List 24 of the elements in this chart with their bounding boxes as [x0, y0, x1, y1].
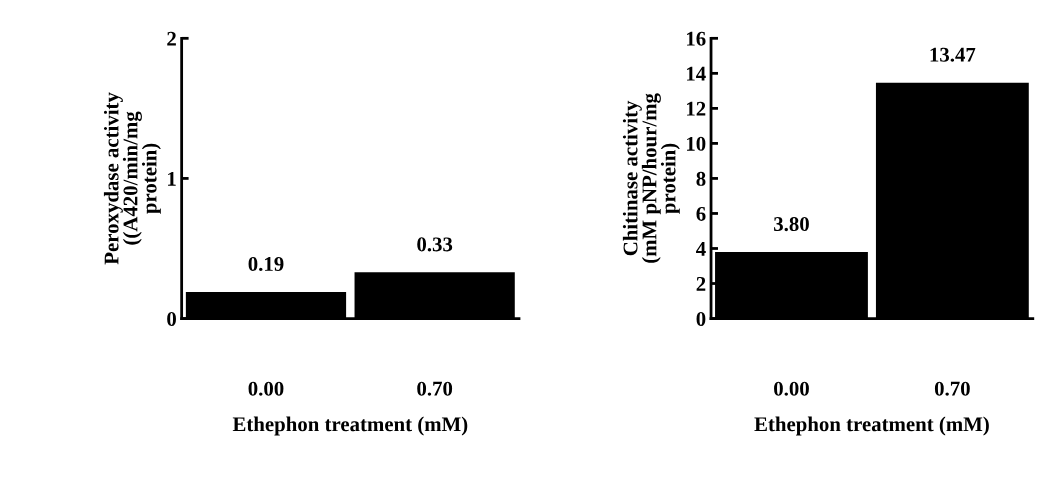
x-axis-title: Ethephon treatment (mM)	[232, 416, 468, 436]
y-tick-label: 0	[696, 311, 706, 326]
x-tick-label: 0.00	[774, 381, 809, 396]
y-tick-label: 0	[167, 311, 176, 326]
x-axis-title: Ethephon treatment (mM)	[754, 416, 989, 436]
x-tick-label: 0.70	[934, 381, 970, 396]
x-tick-label: 0.70	[417, 381, 453, 396]
y-tick-label: 4	[696, 242, 706, 256]
y-tick-label: 16	[687, 31, 706, 46]
y-tick-label: 12	[687, 101, 706, 116]
y-axis-title: Peroxydase activity ((A420/min/mg protein)	[103, 92, 161, 265]
y-tick-label: 1	[168, 171, 176, 186]
y-tick-label: 2	[167, 31, 176, 46]
x-tick-label: 0.00	[248, 381, 284, 396]
y-axis-title: Chitinase activity (mM pNP/hour/mg protein)	[622, 93, 680, 263]
data-label: 3.80	[774, 217, 809, 232]
y-tick-label: 14	[687, 66, 706, 81]
y-tick-label: 8	[696, 171, 706, 186]
data-label: 13.47	[930, 47, 976, 62]
y-tick-label: 2	[696, 276, 706, 291]
data-label: 0.33	[417, 237, 453, 252]
data-label: 0.19	[248, 256, 284, 272]
y-tick-label: 10	[687, 136, 706, 151]
y-tick-label: 6	[696, 206, 706, 221]
